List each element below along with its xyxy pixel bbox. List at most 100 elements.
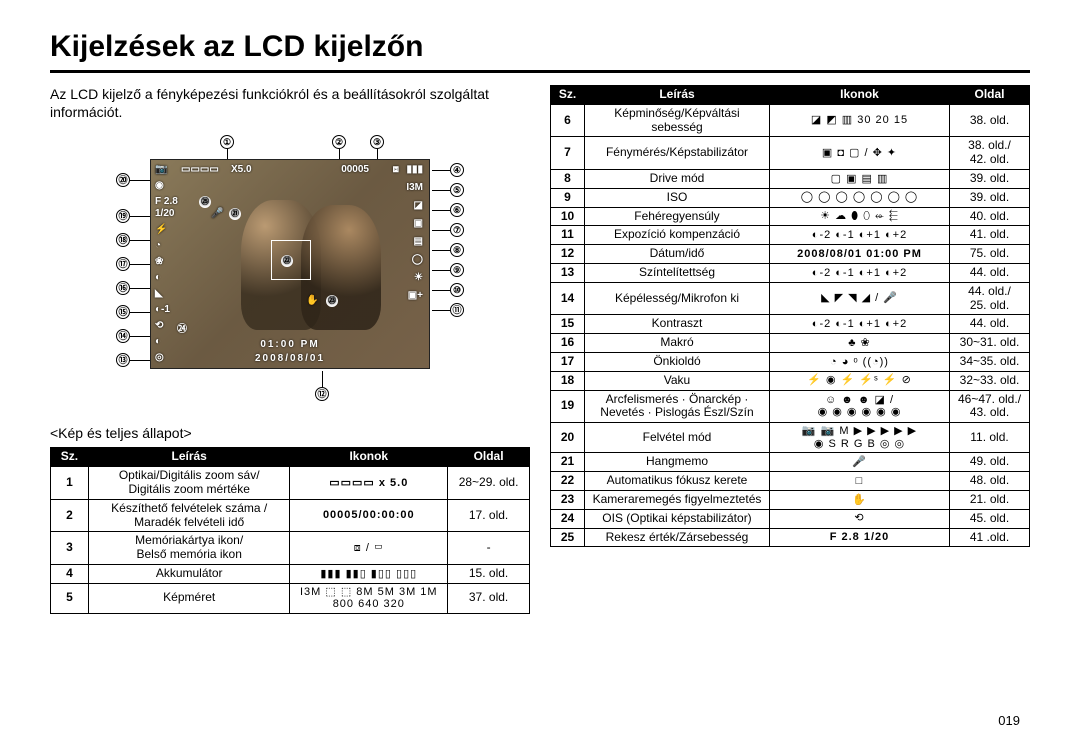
- zoom-val: X5.0: [231, 164, 252, 175]
- marker-15: ⑮: [116, 305, 130, 319]
- table-row: 24OIS (Optikai képstabilizátor)⟲45. old.: [551, 509, 1030, 528]
- battery-icon: ▮▮▮: [406, 164, 423, 175]
- col-desc: Leírás: [88, 448, 289, 467]
- flash-icon: ⚡: [155, 224, 167, 235]
- lead: [130, 240, 150, 241]
- lead: [432, 190, 450, 191]
- lead: [130, 336, 150, 337]
- table-row: 11Expozíció kompenzáció◐-2 ◐-1 ◐+1 ◐+241…: [551, 226, 1030, 245]
- drive-icon: ▤: [414, 236, 423, 247]
- iso-icon: ◯: [412, 254, 423, 265]
- person-shape: [301, 205, 381, 330]
- table-row: 8Drive mód▢ ▣ ▤ ▥39. old.: [551, 169, 1030, 188]
- lead: [130, 312, 150, 313]
- col-page: Oldal: [448, 448, 530, 467]
- table-row: 17Önkioldó◔ ◕ ᵒ ((◔))34~35. old.: [551, 352, 1030, 371]
- table-row: 2Készíthető felvételek száma /Maradék fe…: [51, 499, 530, 532]
- table-row: 15Kontraszt◐-2 ◐-1 ◐+1 ◐+244. old.: [551, 315, 1030, 334]
- col-num: Sz.: [551, 86, 585, 105]
- marker-18: ⑱: [116, 233, 130, 247]
- left-table: Sz.LeírásIkonokOldal1Optikai/Digitális z…: [50, 447, 530, 614]
- meter-icon: ▣: [414, 218, 423, 229]
- table-row: 13Színtelítettség◐-2 ◐-1 ◐+1 ◐+244. old.: [551, 263, 1030, 282]
- marker-4: ④: [450, 163, 464, 177]
- diagram-caption: <Kép és teljes állapot>: [50, 425, 530, 441]
- mic-icon: 🎤: [211, 208, 223, 219]
- table-row: 18Vaku⚡ ◉ ⚡ ⚡ˢ ⚡ ⊘32~33. old.: [551, 371, 1030, 390]
- lcd-diagram: ① ② ③ ④ ⑤ ⑥ ⑦ ⑧ ⑨ ⑩ ⑪ ⑫: [70, 131, 510, 421]
- lead: [432, 230, 450, 231]
- quality-icon: ◪: [414, 200, 423, 211]
- lead: [432, 250, 450, 251]
- marker-10: ⑩: [450, 283, 464, 297]
- col-num: Sz.: [51, 448, 89, 467]
- table-row: 23Kameraremegés figyelmeztetés✋21. old.: [551, 491, 1030, 510]
- marker-20: ⑳: [116, 173, 130, 187]
- lead: [130, 288, 150, 289]
- lead: [432, 310, 450, 311]
- table-row: 3Memóriakártya ikon/Belső memória ikon⧈ …: [51, 532, 530, 565]
- counter: 00005: [341, 164, 369, 175]
- col-icons: Ikonok: [770, 86, 950, 105]
- macro-icon: ❀: [155, 256, 163, 267]
- table-row: 20Felvétel mód📷 📷 M ▶ ▶ ▶ ▶ ▶◉ S R G B ◎…: [551, 423, 1030, 453]
- lcd-screen: 📷 ◉ F 2.8 1/20 ⚡ ◔ ❀ ◐ ◣ ◐-1 ⟲ ㉔ ◐ ◎ ▭▭▭…: [150, 159, 430, 369]
- lead: [322, 371, 323, 387]
- date-label: 2008/08/01: [151, 353, 429, 364]
- lead: [432, 270, 450, 271]
- marker-24: ㉔: [177, 320, 187, 335]
- col-desc: Leírás: [585, 86, 770, 105]
- mode-icon: 📷: [155, 164, 167, 175]
- ev-plus: ▣+: [408, 290, 423, 301]
- zoom-bar: ▭▭▭▭: [181, 164, 219, 175]
- marker-1: ①: [220, 135, 234, 149]
- table-row: 7Fénymérés/Képstabilizátor▣ ◘ ▢ / ✥ ✦38.…: [551, 137, 1030, 170]
- table-row: 14Képélesség/Mikrofon ki◣ ◤ ◥ ◢ / 🎤44. o…: [551, 282, 1030, 315]
- table-row: 4Akkumulátor▮▮▮ ▮▮▯ ▮▯▯ ▯▯▯15. old.: [51, 564, 530, 583]
- page-number: 019: [998, 713, 1020, 728]
- table-row: 5KépméretI3M ⬚ ⬚ 8M 5M 3M 1M800 640 3203…: [51, 583, 530, 613]
- page-title: Kijelzések az LCD kijelzőn: [50, 30, 1030, 73]
- timer-icon: ◔: [155, 240, 161, 251]
- col-icons: Ikonok: [290, 448, 448, 467]
- marker-19: ⑲: [116, 209, 130, 223]
- table-row: 25Rekesz érték/ZársebességF 2.8 1/2041 .…: [551, 528, 1030, 547]
- ev-icon: ◐-1: [155, 304, 170, 315]
- aperture-label: F 2.8: [155, 196, 178, 207]
- marker-13: ⑬: [116, 353, 130, 367]
- marker-6: ⑥: [450, 203, 464, 217]
- card-icon: ⧈: [393, 164, 399, 175]
- table-row: 10Fehéregyensúly☀ ☁ ⬮ ⬯ ⬰ ⬱40. old.: [551, 207, 1030, 226]
- table-row: 16Makró♣ ❀30~31. old.: [551, 334, 1030, 353]
- marker-12: ⑫: [315, 387, 329, 401]
- shutter-label: 1/20: [155, 208, 174, 219]
- lead: [130, 216, 150, 217]
- marker-16: ⑯: [116, 281, 130, 295]
- marker-7: ⑦: [450, 223, 464, 237]
- shake-icon: ✋: [306, 295, 318, 306]
- table-row: 12Dátum/idő2008/08/01 01:00 PM75. old.: [551, 245, 1030, 264]
- right-table: Sz.LeírásIkonokOldal6Képminőség/Képváltá…: [550, 85, 1030, 547]
- marker-3: ③: [370, 135, 384, 149]
- lead: [130, 264, 150, 265]
- lead: [130, 360, 150, 361]
- time-label: 01:00 PM: [151, 339, 429, 350]
- table-row: 1Optikai/Digitális zoom sáv/Digitális zo…: [51, 467, 530, 500]
- marker-5: ⑤: [450, 183, 464, 197]
- face-icon: ◉: [155, 180, 164, 191]
- lead: [432, 170, 450, 171]
- marker-8: ⑧: [450, 243, 464, 257]
- sharp-icon: ◣: [155, 288, 163, 299]
- wb-icon: ☀: [414, 272, 423, 283]
- table-row: 19Arcfelismerés · Önarckép ·Nevetés · Pi…: [551, 390, 1030, 423]
- marker-14: ⑭: [116, 329, 130, 343]
- size-icon: I3M: [406, 182, 423, 193]
- marker-11: ⑪: [450, 303, 464, 317]
- lead: [130, 180, 150, 181]
- marker-17: ⑰: [116, 257, 130, 271]
- lead: [432, 210, 450, 211]
- marker-9: ⑨: [450, 263, 464, 277]
- table-row: 6Képminőség/Képváltási sebesség◪ ◩ ▥ 30 …: [551, 104, 1030, 137]
- table-row: 9ISO◯ ◯ ◯ ◯ ◯ ◯ ◯39. old.: [551, 188, 1030, 207]
- ois-icon: ⟲: [155, 320, 163, 331]
